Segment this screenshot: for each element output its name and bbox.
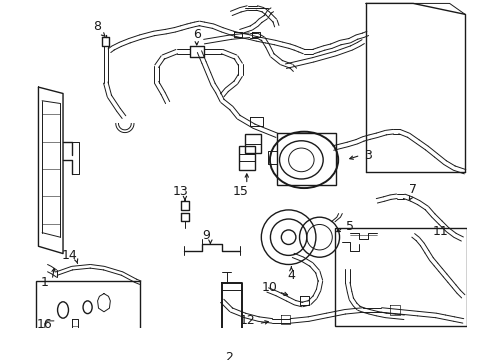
Text: 6: 6 (192, 28, 200, 41)
Bar (244, 134, 261, 153)
Text: 4: 4 (287, 269, 295, 282)
Bar (238, 146, 254, 170)
Text: 13: 13 (172, 185, 188, 198)
Bar (36, 281, 140, 360)
Text: 5: 5 (345, 220, 353, 233)
Text: 10: 10 (261, 281, 277, 294)
Text: 7: 7 (408, 183, 416, 197)
Text: 2: 2 (225, 351, 233, 360)
Text: 8: 8 (93, 20, 102, 33)
Text: 11: 11 (432, 225, 447, 238)
Bar (334, 228, 466, 327)
Text: 3: 3 (363, 149, 371, 162)
Text: 1: 1 (41, 276, 49, 289)
Text: 15: 15 (232, 185, 248, 198)
Text: 16: 16 (37, 318, 53, 331)
Text: 9: 9 (202, 229, 209, 242)
Bar (276, 132, 335, 185)
Text: 14: 14 (61, 249, 77, 262)
Text: 12: 12 (239, 314, 255, 327)
